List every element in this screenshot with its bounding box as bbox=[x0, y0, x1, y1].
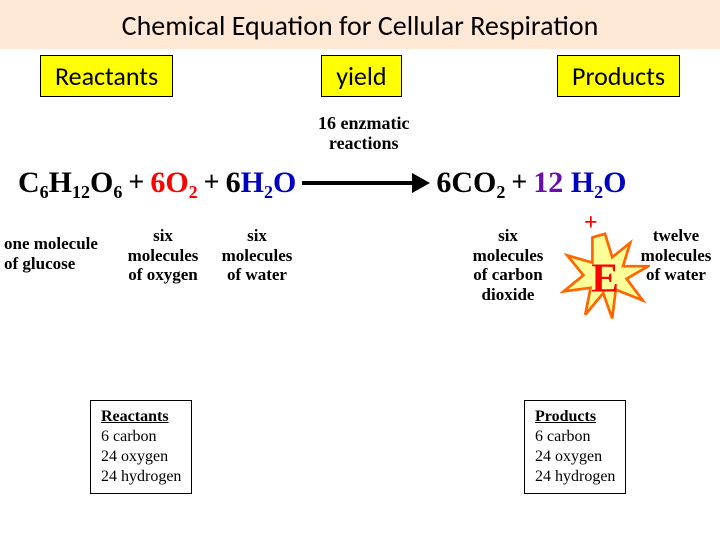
labels-row: Reactants yield Products bbox=[0, 49, 720, 97]
desc-co2: sixmoleculesof carbondioxide bbox=[460, 226, 556, 304]
starburst-icon: E bbox=[560, 232, 650, 322]
page-title: Chemical Equation for Cellular Respirati… bbox=[0, 0, 720, 49]
reactants-label: Reactants bbox=[40, 55, 173, 97]
desc-water-left: sixmoleculesof water bbox=[212, 226, 302, 285]
term-water-right: 12 H2O bbox=[533, 166, 626, 200]
tally-line: 24 hydrogen bbox=[535, 467, 615, 487]
desc-glucose: one moleculeof glucose bbox=[4, 234, 114, 273]
chemical-equation: C6H12O6 + 6O2 + 6H2O 6CO2 + 12 H2O bbox=[18, 166, 626, 200]
products-tally: Products 6 carbon 24 oxygen 24 hydrogen bbox=[524, 400, 626, 494]
reactants-tally: Reactants 6 carbon 24 oxygen 24 hydrogen bbox=[90, 400, 192, 494]
term-glucose: C6H12O6 bbox=[18, 166, 122, 200]
tally-line: 24 oxygen bbox=[535, 447, 615, 467]
plus-icon: + bbox=[511, 167, 527, 199]
tally-line: 6 carbon bbox=[101, 427, 181, 447]
enzmatic-note: 16 enzmaticreactions bbox=[318, 114, 409, 154]
term-water-left: 6H2O bbox=[226, 166, 297, 200]
plus-icon: + bbox=[204, 167, 220, 199]
arrow-icon bbox=[302, 168, 430, 198]
yield-label: yield bbox=[321, 55, 401, 97]
plus-icon: + bbox=[128, 167, 144, 199]
energy-letter: E bbox=[591, 254, 619, 300]
tally-line: 6 carbon bbox=[535, 427, 615, 447]
tally-title: Reactants bbox=[101, 407, 181, 427]
tally-line: 24 oxygen bbox=[101, 447, 181, 467]
term-oxygen: 6O2 bbox=[150, 166, 197, 200]
products-label: Products bbox=[557, 55, 680, 97]
term-co2: 6CO2 bbox=[436, 166, 505, 200]
tally-title: Products bbox=[535, 407, 615, 427]
energy-star: E bbox=[560, 232, 650, 322]
tally-line: 24 hydrogen bbox=[101, 467, 181, 487]
desc-oxygen: sixmoleculesof oxygen bbox=[118, 226, 208, 285]
